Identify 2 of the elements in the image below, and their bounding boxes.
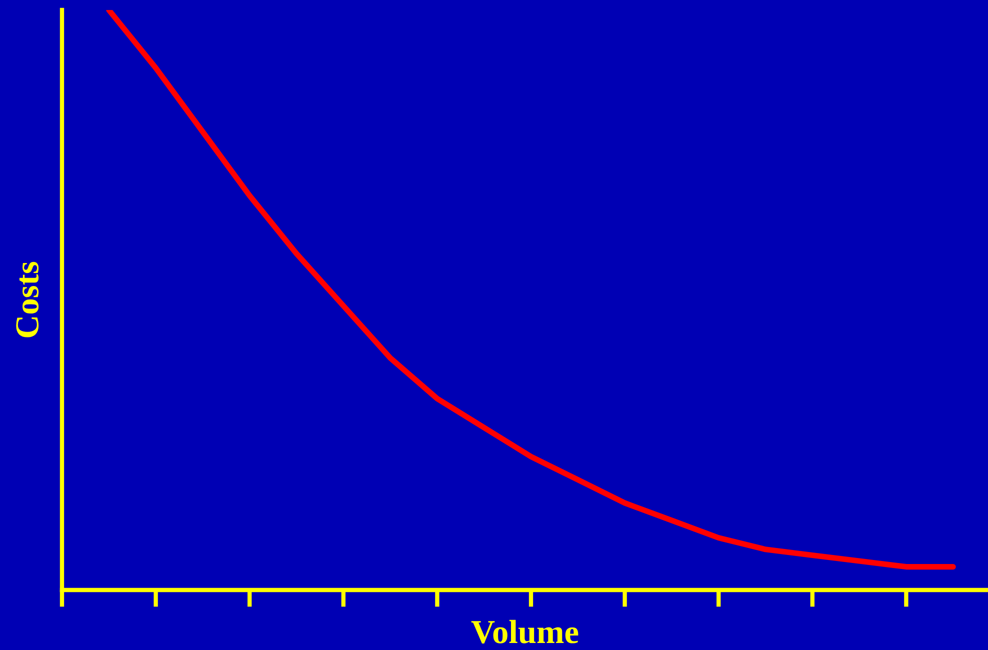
y-axis-title: Costs [16, 262, 39, 338]
x-axis-title: Volume [471, 620, 578, 644]
